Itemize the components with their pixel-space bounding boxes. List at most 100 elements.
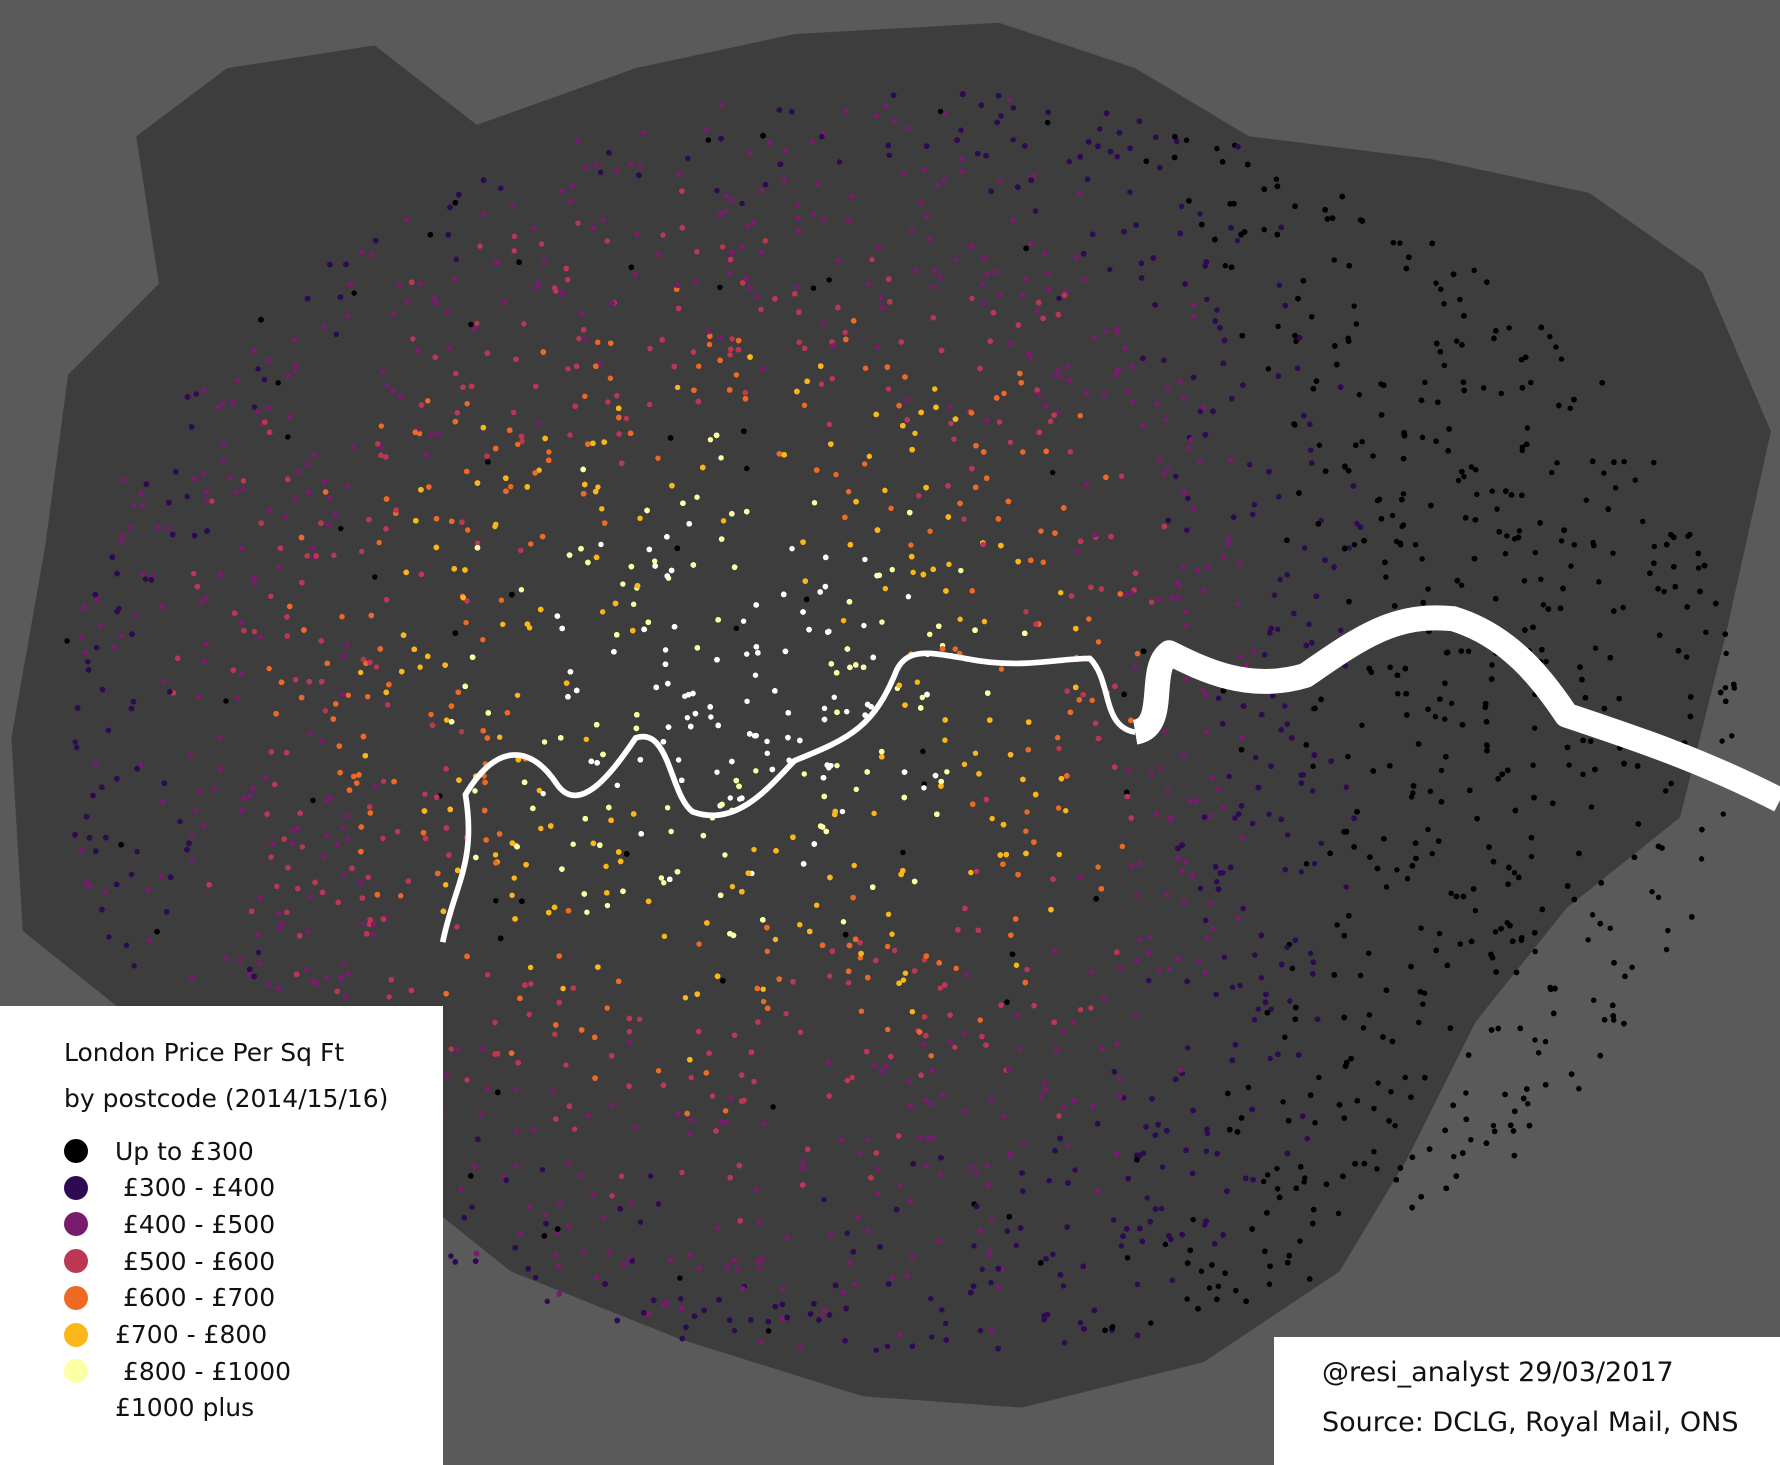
price-dot (1620, 604, 1626, 611)
price-dot (1425, 586, 1431, 592)
price-dot (1590, 997, 1597, 1003)
price-dot (1266, 1281, 1273, 1287)
price-dot (733, 372, 740, 378)
price-dot (1472, 907, 1479, 914)
price-dot (1282, 1034, 1288, 1040)
price-dot (952, 646, 958, 652)
price-dot (511, 248, 517, 254)
price-dot (1156, 457, 1163, 463)
price-dot (604, 902, 611, 909)
price-dot (609, 1193, 615, 1199)
price-dot (299, 844, 306, 850)
price-dot (885, 1026, 891, 1033)
price-dot (1568, 563, 1574, 569)
price-dot (614, 392, 620, 399)
price-dot (989, 815, 995, 822)
price-dot (764, 738, 770, 745)
price-dot (607, 375, 614, 381)
price-dots (64, 91, 1738, 1353)
price-dot (1234, 237, 1241, 244)
price-dot (366, 921, 373, 928)
price-dot (909, 1008, 916, 1015)
price-dot (250, 785, 256, 792)
price-dot (508, 483, 514, 490)
price-dot (1255, 1006, 1261, 1012)
price-dot (845, 488, 852, 495)
price-dot (1453, 338, 1460, 344)
price-dot (977, 1017, 983, 1023)
price-dot (845, 980, 852, 986)
price-dot (1655, 894, 1662, 901)
price-dot (1558, 356, 1565, 362)
price-dot (1229, 984, 1236, 990)
price-dot (189, 856, 195, 862)
price-dot (1387, 664, 1393, 670)
price-dot (862, 365, 869, 371)
price-dot (1543, 658, 1549, 665)
price-dot (997, 178, 1003, 184)
price-dot (246, 971, 253, 978)
price-dot (1629, 964, 1635, 971)
price-dot (1438, 286, 1444, 292)
price-dot (1245, 1084, 1252, 1091)
price-dot (223, 955, 230, 962)
price-dot (1722, 684, 1729, 691)
price-dot (655, 1067, 662, 1074)
price-dot (1663, 946, 1670, 953)
price-dot (493, 897, 499, 904)
price-dot (1471, 267, 1477, 274)
price-dot (480, 1046, 486, 1052)
price-dot (1063, 808, 1069, 814)
price-dot (1612, 485, 1619, 491)
price-dot (492, 1019, 498, 1026)
price-dot (1307, 950, 1314, 957)
price-dot (1390, 239, 1397, 246)
price-dot (1200, 587, 1207, 594)
price-dot (1525, 1101, 1531, 1107)
price-dot (1668, 780, 1674, 787)
price-dot (1162, 417, 1169, 423)
price-dot (527, 964, 534, 971)
price-dot (454, 924, 460, 930)
price-dot (1179, 867, 1185, 874)
price-dot (684, 155, 691, 162)
price-dot (678, 1296, 684, 1302)
price-dot (1351, 541, 1358, 548)
price-dot (840, 919, 847, 925)
price-dot (1448, 700, 1455, 707)
price-dot (729, 883, 736, 890)
price-dot (364, 693, 371, 700)
price-dot (1184, 527, 1190, 533)
price-dot (675, 757, 682, 763)
price-dot (977, 1327, 984, 1334)
price-dot (884, 943, 891, 950)
price-dot (660, 232, 666, 238)
price-dot (1099, 1045, 1105, 1052)
price-dot (727, 270, 733, 276)
price-dot (539, 1166, 546, 1173)
price-dot (1576, 1085, 1582, 1092)
price-dot (1588, 804, 1595, 810)
price-dot (1067, 378, 1073, 384)
price-dot (1461, 473, 1467, 480)
price-dot (1457, 941, 1464, 947)
price-dot (1267, 1055, 1273, 1062)
price-dot (1110, 1217, 1117, 1223)
price-dot (1276, 282, 1283, 288)
price-dot (862, 556, 868, 563)
price-dot (1549, 469, 1555, 476)
price-dot (1418, 925, 1424, 931)
price-dot (1303, 861, 1310, 867)
price-dot (223, 698, 229, 704)
price-dot (1261, 651, 1268, 658)
price-dot (770, 1104, 776, 1110)
price-dot (694, 248, 700, 255)
price-dot (1494, 506, 1500, 512)
price-dot (597, 169, 604, 176)
price-dot (187, 752, 194, 758)
price-dot (360, 920, 366, 927)
price-dot (844, 708, 850, 715)
price-dot (274, 883, 280, 890)
price-dot (1566, 762, 1572, 768)
price-dot (740, 618, 747, 624)
